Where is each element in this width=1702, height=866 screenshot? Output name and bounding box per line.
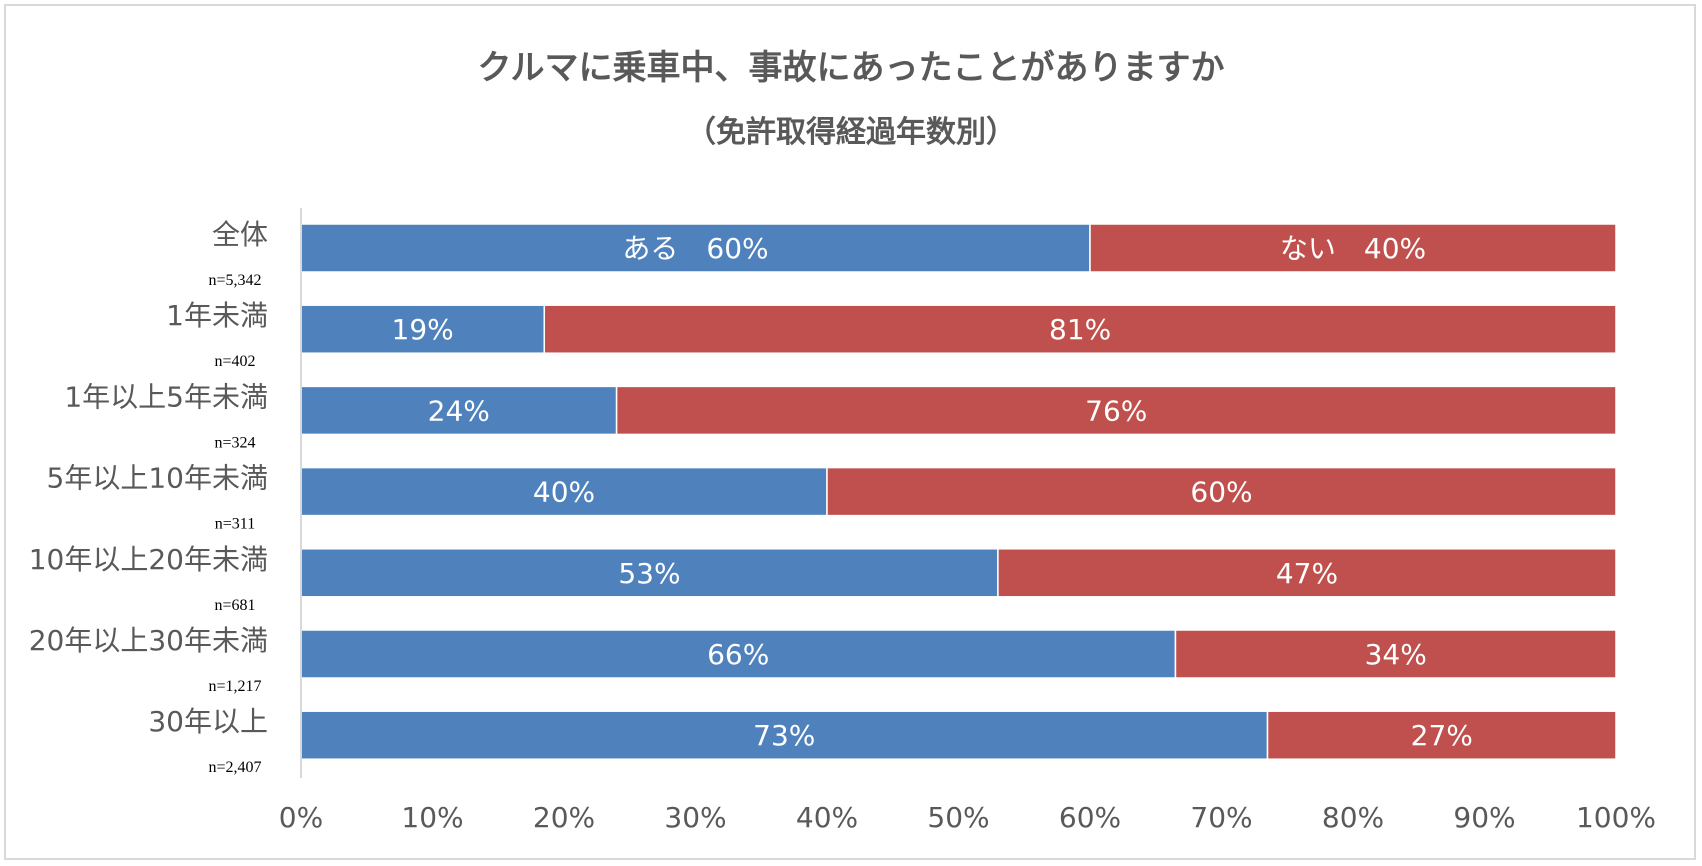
bar-label-no-5: 34% [1365,638,1427,671]
x-tick-label-2: 20% [533,801,595,834]
bar-yes-5 [300,629,1177,679]
bar-label-no-0: ない 40% [1280,232,1426,265]
chart-title: クルマに乗車中、事故にあったことがありますか [477,48,1225,88]
x-tick-labels: 0% 10% 20% 30% 40% 50% 60% 70% 80% 90% 100% [279,801,1656,834]
bar-yes-4 [300,548,999,598]
category-labels: 全体 n=5,342 1年未満 n=402 1年以上5年未満 n=324 5年以上10年未満… [29,218,268,776]
x-tick-label-3: 30% [664,801,726,834]
sample-size-label-4: n=681 [214,597,255,614]
x-tick-label-10: 100% [1576,801,1656,834]
sample-size-label-3: n=311 [215,516,255,533]
sample-size-label-6: n=2,407 [208,759,261,776]
bar-yes-2 [300,385,618,436]
category-label-4: 10年以上20年未満 [29,543,268,576]
x-tick-label-9: 90% [1453,801,1515,834]
sample-size-label-2: n=324 [214,434,255,451]
category-label-2: 1年以上5年未満 [64,380,268,413]
x-tick-label-6: 60% [1059,801,1121,834]
bar-label-yes-3: 40% [533,476,595,509]
category-label-0: 全体 [212,218,268,251]
x-tick-label-8: 80% [1322,801,1384,834]
x-tick-label-1: 10% [401,801,463,834]
bar-no-4 [997,548,1617,598]
x-tick-label-7: 70% [1190,801,1252,834]
bar-no-5 [1174,629,1617,679]
bar-label-no-3: 60% [1190,476,1252,509]
bar-label-yes-5: 66% [707,638,769,671]
bar-yes-1 [300,304,546,354]
sample-size-label-0: n=5,342 [208,272,261,289]
sample-size-label-5: n=1,217 [208,678,261,695]
bar-label-no-4: 47% [1276,557,1338,590]
bars-group: ある 60% ない 40% 19% 81% 24% 76% 40% 60% 53% 47% 66% 3… [300,223,1617,760]
bar-label-yes-6: 73% [753,719,815,752]
x-tick-label-0: 0% [279,801,323,834]
bar-label-no-2: 76% [1085,394,1147,427]
category-label-3: 5年以上10年未満 [47,462,268,495]
chart-subtitle: （免許取得経過年数別） [686,115,1016,150]
bar-yes-3 [300,466,828,517]
bar-no-6 [1266,710,1617,760]
bar-yes-6 [300,710,1269,760]
bar-label-yes-4: 53% [618,557,680,590]
x-tick-label-5: 50% [927,801,989,834]
bar-label-yes-1: 19% [392,313,454,346]
x-tick-label-4: 40% [796,801,858,834]
bar-label-no-6: 27% [1411,719,1473,752]
bar-no-1 [543,304,1617,354]
bar-label-no-1: 81% [1049,313,1111,346]
category-label-5: 20年以上30年未満 [29,624,268,657]
bar-label-yes-0: ある 60% [622,232,768,265]
bar-no-3 [826,466,1617,517]
bar-no-2 [615,385,1617,436]
category-label-6: 30年以上 [148,705,268,738]
category-label-1: 1年未満 [166,299,268,332]
bar-no-0 [1089,223,1617,273]
sample-size-label-1: n=402 [214,353,255,370]
bar-label-yes-2: 24% [428,394,490,427]
